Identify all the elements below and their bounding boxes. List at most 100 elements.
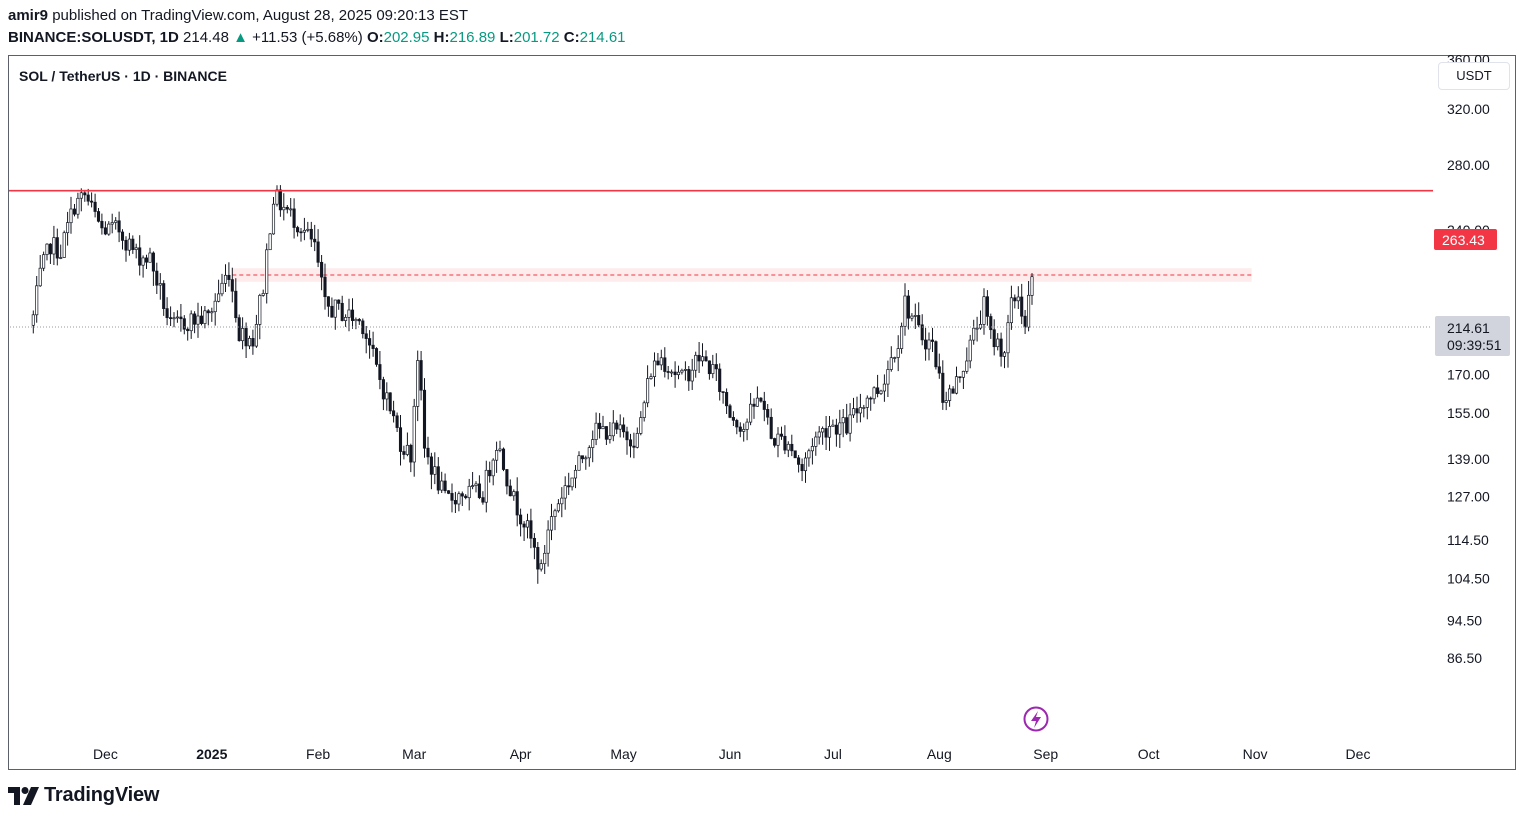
candle xyxy=(217,279,221,303)
candle xyxy=(800,458,804,482)
candle xyxy=(35,276,39,323)
candle xyxy=(278,185,282,217)
candle xyxy=(549,503,554,541)
candle-body-up xyxy=(1002,352,1007,357)
candle xyxy=(810,438,814,465)
candle-body-up xyxy=(776,433,780,446)
candle-body-down xyxy=(48,243,52,255)
candle xyxy=(350,298,355,329)
candle xyxy=(344,314,348,327)
candle-body-up xyxy=(158,283,162,286)
candle-body-up xyxy=(114,220,118,223)
candle-body-up xyxy=(838,422,842,435)
candle-body-up xyxy=(247,338,252,347)
x-axis-tick-label: Oct xyxy=(1138,746,1160,762)
candle xyxy=(96,208,101,223)
candle-body-down xyxy=(869,397,873,400)
candle-body-down xyxy=(422,389,427,449)
candle-body-up xyxy=(841,417,845,424)
author-name[interactable]: amir9 xyxy=(8,7,49,24)
candle xyxy=(488,461,492,483)
candle xyxy=(66,211,70,246)
candle xyxy=(38,255,42,287)
candle-body-up xyxy=(821,428,825,433)
candle-body-up xyxy=(107,223,111,235)
candle-body-up xyxy=(944,400,948,403)
candle-body-down xyxy=(320,261,324,278)
candle xyxy=(131,235,135,254)
candle xyxy=(447,490,451,495)
candle xyxy=(604,426,608,445)
candle xyxy=(587,445,591,467)
candle xyxy=(996,333,1000,351)
candle xyxy=(457,491,461,512)
candle-body-up xyxy=(879,390,883,394)
candle xyxy=(460,491,464,506)
support-zone[interactable] xyxy=(232,268,1252,282)
candle-body-up xyxy=(333,299,337,318)
candle xyxy=(1027,281,1031,332)
x-axis-tick-label: Feb xyxy=(306,746,330,762)
candle-body-down xyxy=(917,315,921,326)
x-axis-tick-label: 2025 xyxy=(196,746,227,762)
candle-body-up xyxy=(405,444,409,455)
candle xyxy=(711,354,715,379)
candle-body-down xyxy=(604,426,608,440)
candle xyxy=(608,422,612,444)
candle xyxy=(522,521,526,541)
candle xyxy=(508,479,512,497)
candle-body-up xyxy=(354,319,358,322)
tradingview-logo[interactable]: TradingView xyxy=(8,784,159,807)
candle xyxy=(848,403,852,442)
candle xyxy=(440,471,444,493)
candle xyxy=(206,309,210,326)
candle xyxy=(982,288,986,335)
x-axis-tick-label: Aug xyxy=(927,746,952,762)
candle-body-up xyxy=(591,439,595,448)
alert-bolt-icon[interactable] xyxy=(1023,706,1049,732)
candle xyxy=(642,400,646,422)
candle-body-down xyxy=(481,497,485,503)
candle-body-down xyxy=(103,227,107,235)
candle xyxy=(309,221,313,247)
candle xyxy=(697,342,701,373)
candle xyxy=(821,426,825,445)
candle xyxy=(958,376,962,383)
candle xyxy=(467,478,471,511)
candle-body-down xyxy=(598,422,602,430)
candle xyxy=(910,313,914,322)
candle xyxy=(941,360,945,410)
candle xyxy=(337,299,341,310)
candle-body-up xyxy=(491,459,495,477)
candle xyxy=(577,451,581,471)
candle-body-down xyxy=(398,427,403,452)
candle-body-down xyxy=(381,379,385,400)
candle-body-up xyxy=(577,455,581,471)
candle-body-up xyxy=(525,520,530,528)
candle-body-down xyxy=(725,392,729,407)
candle xyxy=(72,204,77,217)
candle-body-up xyxy=(827,426,832,438)
candle-body-down xyxy=(72,208,77,215)
currency-button[interactable]: USDT xyxy=(1438,62,1510,90)
candle-body-down xyxy=(169,317,173,319)
open-value: 202.95 xyxy=(383,29,430,46)
candle-body-down xyxy=(450,493,454,501)
candle-body-up xyxy=(66,222,70,234)
candle-body-down xyxy=(296,227,300,233)
candle xyxy=(570,477,574,491)
candle xyxy=(182,315,186,335)
candle-body-down xyxy=(766,409,770,418)
candle xyxy=(405,432,409,457)
candle-body-down xyxy=(206,310,210,314)
candle xyxy=(766,404,770,425)
candle-body-up xyxy=(254,324,258,347)
candle xyxy=(144,254,149,269)
candle xyxy=(625,426,629,455)
candle-body-up xyxy=(652,360,657,377)
candle-body-up xyxy=(210,311,214,314)
candle-body-up xyxy=(886,369,890,385)
candle xyxy=(1013,294,1017,309)
tradingview-logo-icon xyxy=(8,786,39,805)
